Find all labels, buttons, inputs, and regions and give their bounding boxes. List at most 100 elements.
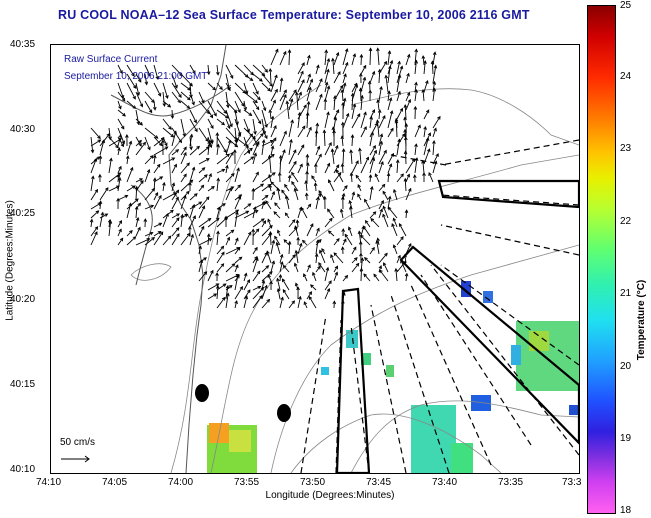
- current-vector-head: [301, 62, 305, 67]
- current-vector-head: [306, 100, 311, 105]
- current-vector: [369, 186, 373, 201]
- current-vector-head: [137, 202, 141, 207]
- current-vector-head: [237, 109, 241, 114]
- current-vector-head: [281, 189, 285, 194]
- current-vector: [432, 153, 439, 165]
- current-vector: [365, 220, 371, 228]
- current-vector-head: [173, 163, 177, 168]
- current-vector-head: [312, 271, 316, 276]
- current-vector-head: [230, 173, 235, 177]
- current-vector: [277, 187, 281, 201]
- current-vector-head: [432, 140, 436, 144]
- current-vector: [369, 157, 375, 174]
- current-vector-head: [170, 115, 175, 120]
- current-vector: [270, 261, 275, 273]
- current-vector-head: [268, 230, 273, 235]
- current-vector-head: [186, 162, 190, 167]
- current-vector: [252, 91, 261, 101]
- current-vector-head: [358, 240, 363, 245]
- current-vector-head: [132, 95, 136, 100]
- current-vector-head: [272, 137, 277, 142]
- map-plot-area[interactable]: Raw Surface Current September 10, 2006 2…: [50, 44, 580, 474]
- current-vector: [180, 82, 191, 91]
- current-vector: [396, 74, 401, 93]
- current-vector: [153, 192, 159, 201]
- current-vector-head: [273, 125, 277, 129]
- current-vector-head: [260, 286, 265, 291]
- current-vector-head: [334, 271, 339, 276]
- current-vector: [117, 109, 126, 117]
- current-vector: [393, 189, 398, 201]
- current-vector-head: [427, 132, 431, 137]
- current-vector: [198, 146, 210, 156]
- xtick-label: 73:3: [562, 477, 582, 488]
- current-vector-head: [309, 78, 314, 83]
- current-vector: [225, 91, 229, 108]
- current-vector-head: [205, 138, 209, 142]
- current-vector-head: [276, 187, 280, 191]
- current-vector-head: [414, 143, 418, 147]
- current-vector: [315, 154, 322, 165]
- current-vector-head: [134, 205, 139, 210]
- current-vector-head: [120, 125, 125, 130]
- current-vector-head: [319, 93, 323, 98]
- current-vector-head: [255, 228, 260, 233]
- current-vector-head: [345, 61, 349, 66]
- current-vector-head: [325, 266, 330, 271]
- current-vector-head: [280, 296, 284, 301]
- current-vector-head: [215, 272, 219, 276]
- current-vector-head: [256, 140, 260, 145]
- current-vector: [225, 285, 229, 300]
- current-vector-head: [184, 214, 189, 218]
- current-vector: [252, 247, 258, 255]
- current-vector: [234, 91, 245, 107]
- current-vector: [216, 178, 219, 192]
- current-vector: [99, 133, 110, 147]
- current-vector-head: [332, 300, 337, 305]
- current-vector: [198, 127, 209, 142]
- current-vector: [99, 213, 108, 219]
- current-vector: [303, 273, 308, 282]
- current-vector-head: [250, 156, 255, 160]
- current-vector: [288, 50, 291, 66]
- current-vector: [324, 112, 329, 129]
- current-vector-head: [421, 88, 425, 93]
- current-vector-head: [257, 285, 262, 290]
- current-vector-head: [125, 155, 130, 160]
- current-vector-head: [158, 194, 162, 199]
- current-vector-head: [186, 190, 190, 195]
- current-vector-head: [266, 298, 271, 303]
- colorbar-tick: 25: [620, 0, 632, 11]
- current-vector-head: [388, 65, 392, 70]
- current-vector-head: [287, 174, 292, 179]
- current-vector-head: [216, 230, 220, 235]
- current-vector: [144, 232, 153, 237]
- current-vector: [108, 220, 112, 237]
- current-vector: [288, 139, 292, 156]
- current-vector: [306, 112, 309, 129]
- current-vector: [378, 209, 383, 219]
- current-vector: [216, 136, 227, 153]
- current-vector-head: [205, 158, 210, 162]
- current-vector: [297, 125, 306, 138]
- current-vector-head: [282, 288, 287, 293]
- current-vector: [350, 150, 353, 165]
- current-vector: [135, 178, 143, 183]
- ytick-label: 40:15: [10, 379, 36, 390]
- current-vector: [378, 184, 386, 192]
- current-vector-head: [176, 213, 180, 217]
- current-vector: [432, 116, 441, 129]
- current-vector: [90, 139, 101, 147]
- current-vector-head: [253, 152, 258, 157]
- current-vector: [153, 64, 159, 80]
- current-vector-head: [186, 96, 191, 101]
- current-vector-head: [397, 138, 401, 143]
- current-vector: [396, 61, 401, 75]
- current-vector: [296, 220, 299, 228]
- current-vector-head: [406, 91, 411, 96]
- current-vector: [90, 127, 101, 139]
- current-vector: [234, 247, 241, 255]
- current-vector-head: [120, 143, 124, 148]
- current-vector-head: [373, 149, 377, 154]
- current-vector-head: [191, 166, 196, 171]
